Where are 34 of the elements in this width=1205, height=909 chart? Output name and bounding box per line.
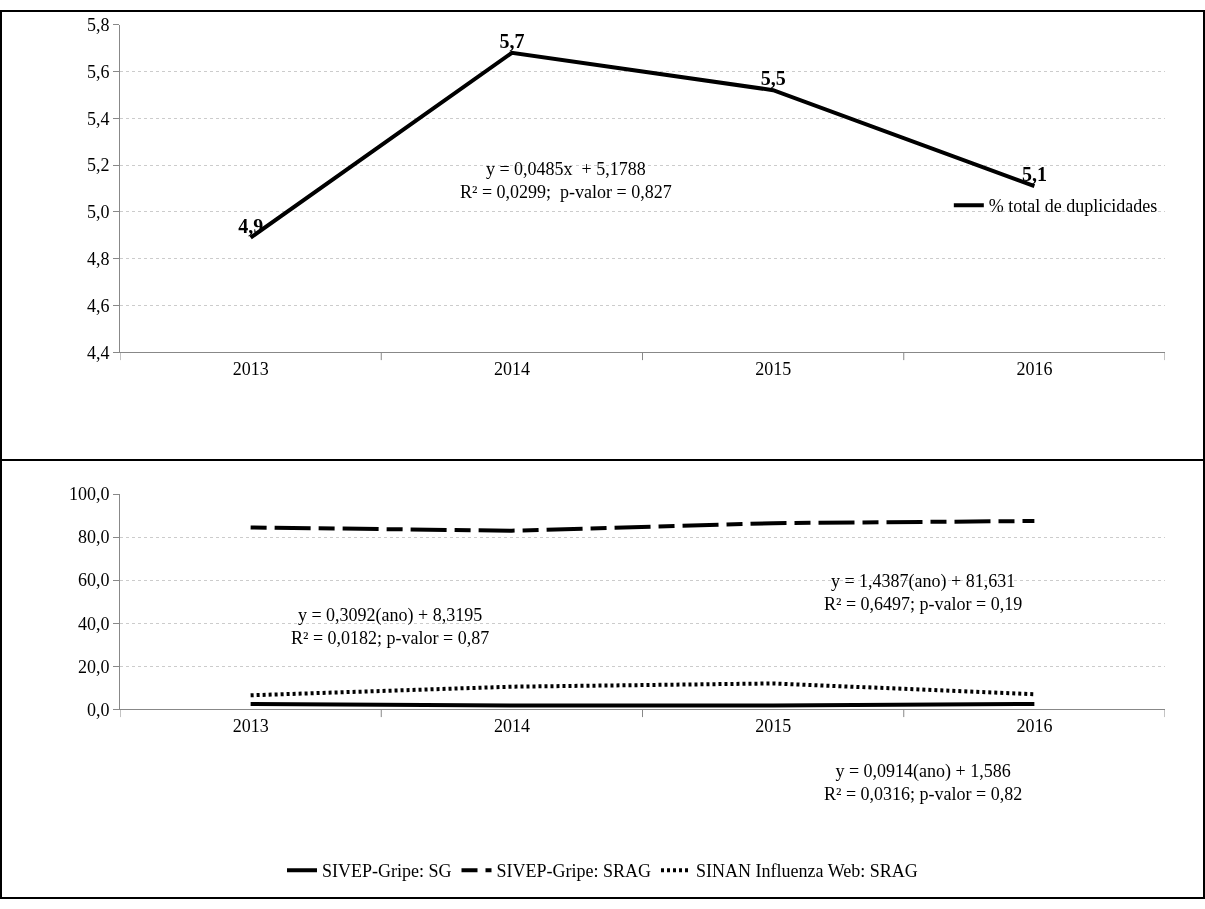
y-tick-label: 5,8 <box>86 14 110 35</box>
y-tick-label: 40,0 <box>77 613 110 634</box>
line-series <box>248 519 1037 533</box>
x-tick-label: 2015 <box>755 715 792 736</box>
x-tick-label: 2016 <box>1016 358 1053 379</box>
data-label: 5,7 <box>499 29 525 52</box>
y-tick-label: 80,0 <box>77 527 110 548</box>
annotation: y = 0,0485x + 5,1788 R² = 0,0299; p-valor = 0,827 <box>460 159 672 203</box>
annotation: y = 0,3092(ano) + 8,3195 R² = 0,0182; p-valor = 0,87 <box>291 605 490 649</box>
data-label: 5,5 <box>760 67 786 90</box>
y-tick-label: 0,0 <box>86 699 110 720</box>
y-tick-label: 5,0 <box>86 202 110 223</box>
x-tick-label: 2013 <box>232 358 269 379</box>
y-tick-label: 5,6 <box>86 61 110 82</box>
legend-label: % total de duplicidades <box>988 196 1158 217</box>
y-tick-label: 20,0 <box>77 656 110 677</box>
x-tick-label: 2014 <box>493 358 530 379</box>
x-tick-label: 2014 <box>493 715 530 736</box>
y-tick-label: 100,0 <box>68 484 110 505</box>
y-tick-label: 4,6 <box>86 295 110 316</box>
annotation: y = 1,4387(ano) + 81,631 R² = 0,6497; p-valor = 0,19 <box>824 571 1023 615</box>
y-tick-label: 5,2 <box>86 155 110 176</box>
legend-label: SINAN Influenza Web: SRAG <box>696 861 918 882</box>
y-tick-label: 4,8 <box>86 248 110 269</box>
legend-label: SIVEP-Gripe: SG <box>322 861 452 882</box>
y-tick-label: 60,0 <box>77 570 110 591</box>
x-tick-label: 2015 <box>755 358 792 379</box>
y-tick-label: 5,4 <box>86 108 110 129</box>
legend-label: SIVEP-Gripe: SRAG <box>496 861 652 882</box>
x-tick-label: 2013 <box>232 715 269 736</box>
x-tick-label: 2016 <box>1016 715 1053 736</box>
y-tick-label: 4,4 <box>86 342 110 363</box>
text: y = 0,0914(ano) + 1,586 R² = 0,0316; p-valor = 0,82 <box>824 761 1023 805</box>
data-label: 5,1 <box>1021 163 1047 186</box>
